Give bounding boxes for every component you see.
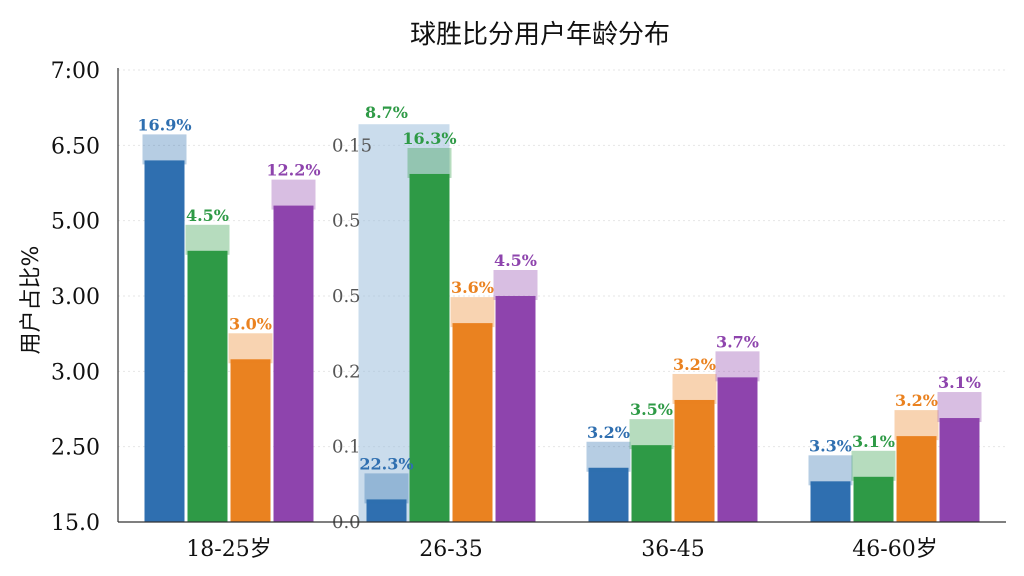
bar-cap (672, 373, 717, 404)
bar (144, 160, 185, 522)
x-tick-label: 36-45 (641, 537, 704, 562)
bar-cap (851, 450, 896, 481)
bar (588, 467, 629, 522)
bar (853, 476, 894, 522)
bar (366, 499, 407, 522)
bar (452, 323, 493, 522)
bar-cap (808, 455, 853, 486)
bar-cap (407, 147, 452, 178)
bar (409, 173, 450, 522)
inner-axis-ticks: 0.00.10.20.50.50.15 (332, 135, 372, 533)
x-axis-ticks: 18-25岁 26-35 36-45 46-60岁 (186, 537, 937, 562)
data-labels: 8.7%16.9%22.3%3.2%3.3%4.5%16.3%3.5%3.1%3… (137, 103, 981, 473)
bar-cap (894, 410, 939, 441)
bar-value-label: 22.3% (359, 454, 413, 473)
bar-value-label: 3.2% (587, 423, 630, 442)
y-tick-label: 3.00 (51, 285, 100, 310)
bar-cap (715, 351, 760, 382)
bar-cap (271, 179, 316, 210)
bar (810, 481, 851, 522)
bar-value-label: 16.3% (402, 129, 456, 148)
bar-value-label: 12.2% (266, 161, 320, 180)
bar-value-label: 3.1% (938, 373, 981, 392)
bar (631, 445, 672, 522)
x-tick-label: 18-25岁 (186, 537, 271, 562)
x-tick-label: 26-35 (419, 537, 482, 562)
bar (230, 359, 271, 522)
inner-tick-label: 0.5 (332, 286, 361, 307)
bar-cap (450, 297, 495, 328)
y-tick-label: 2.50 (51, 436, 100, 461)
y-tick-label: 6.50 (51, 134, 100, 159)
y-tick-label: 3.00 (51, 360, 100, 385)
bars (142, 124, 982, 523)
grid-lines (118, 69, 1006, 448)
bar-value-label: 16.9% (137, 115, 191, 134)
inner-tick-label: 0.5 (332, 211, 361, 232)
bar (187, 250, 228, 523)
inner-tick-label: 0.15 (332, 135, 372, 156)
ghost-bar-label: 8.7% (365, 103, 408, 122)
chart-title: 球胜比分用户年龄分布 (410, 20, 670, 50)
bar-value-label: 3.6% (451, 278, 494, 297)
y-tick-label: 5.00 (51, 210, 100, 235)
bar-value-label: 3.1% (852, 432, 895, 451)
bar-cap (937, 392, 982, 423)
y-tick-label: 15.0 (51, 511, 100, 536)
bar-cap (228, 333, 273, 364)
bar-cap (629, 419, 674, 450)
bar-cap (364, 473, 409, 504)
inner-tick-label: 0.2 (332, 361, 361, 382)
bar-value-label: 4.5% (494, 251, 537, 270)
bar-cap (586, 441, 631, 472)
bar (939, 418, 980, 522)
bar-cap (185, 224, 230, 255)
bar-cap (142, 134, 187, 165)
bar (495, 296, 536, 522)
inner-tick-label: 0.1 (332, 437, 361, 458)
bar-value-label: 3.3% (809, 436, 852, 455)
bar-cap (493, 270, 538, 300)
bar-value-label: 4.5% (186, 206, 229, 225)
y-axis-label: 用户占比% (19, 246, 44, 355)
bar (674, 399, 715, 522)
y-tick-label: 7:00 (51, 59, 100, 84)
bar (896, 436, 937, 522)
bar (717, 377, 758, 522)
y-axis-ticks: 15.0 2.50 3.00 3.00 5.00 6.50 7:00 (51, 59, 100, 536)
bar (273, 205, 314, 522)
bar-value-label: 3.7% (716, 332, 759, 351)
x-tick-label: 46-60岁 (852, 537, 937, 562)
bar-value-label: 3.2% (895, 391, 938, 410)
bar-value-label: 3.5% (630, 400, 673, 419)
bar-value-label: 3.2% (673, 355, 716, 374)
bar-value-label: 3.0% (229, 314, 272, 333)
